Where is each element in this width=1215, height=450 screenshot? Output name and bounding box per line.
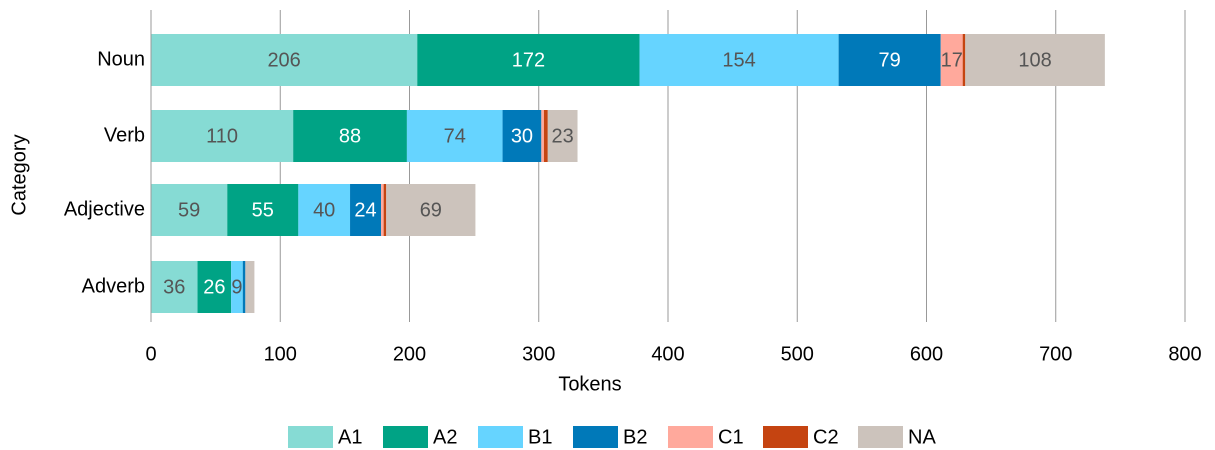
bar-segment: [381, 184, 384, 236]
legend-swatch: [668, 426, 713, 448]
bar-segment: [151, 184, 228, 236]
x-tick-label: 400: [651, 343, 684, 365]
y-tick-label: Verb: [104, 124, 145, 146]
x-tick-label: 800: [1168, 343, 1201, 365]
bar-segment: [386, 184, 476, 236]
data-label: 24: [354, 199, 376, 221]
x-tick-label: 200: [393, 343, 426, 365]
data-label: 69: [420, 199, 442, 221]
legend-label: A2: [433, 426, 457, 448]
data-label: 30: [511, 125, 533, 147]
bar-segment: [350, 184, 382, 236]
y-axis-title: Category: [8, 134, 30, 215]
data-label: 23: [552, 125, 574, 147]
bar-segment: [298, 184, 351, 236]
legend-label: C2: [813, 426, 839, 448]
bar-segment: [231, 261, 243, 313]
bar-segment: [940, 34, 963, 86]
bar-segment: [541, 110, 544, 162]
legend-label: B1: [528, 426, 552, 448]
bar-segment: [962, 34, 966, 86]
legend-swatch: [383, 426, 428, 448]
legend-swatch: [858, 426, 903, 448]
data-label: 110: [206, 125, 238, 147]
bar-segment: [502, 110, 542, 162]
legend-label: NA: [908, 426, 936, 448]
bar-segment: [293, 110, 407, 162]
legend-swatch: [288, 426, 333, 448]
data-label: 88: [339, 125, 361, 147]
y-tick-label: Adverb: [82, 275, 145, 297]
legend-swatch: [478, 426, 523, 448]
bar-segment: [383, 184, 387, 236]
x-tick-label: 100: [264, 343, 297, 365]
bar-segment: [406, 110, 503, 162]
bar-segment: [242, 261, 246, 313]
bar-segment: [547, 110, 578, 162]
data-label: 17: [941, 49, 963, 71]
bar-segment: [417, 34, 640, 86]
bar-segment: [197, 261, 232, 313]
x-tick-label: 0: [145, 343, 156, 365]
y-tick-label: Adjective: [64, 198, 145, 220]
data-label: 36: [163, 276, 185, 298]
x-tick-label: 700: [1039, 343, 1072, 365]
data-label: 40: [313, 199, 335, 221]
legend-label: C1: [718, 426, 744, 448]
legend-label: A1: [338, 426, 362, 448]
x-tick-label: 500: [781, 343, 814, 365]
bar-segment: [245, 261, 255, 313]
legend-swatch: [763, 426, 808, 448]
data-label: 26: [203, 276, 225, 298]
y-tick-label: Noun: [97, 48, 145, 70]
data-label: 55: [252, 199, 274, 221]
legend-swatch: [573, 426, 618, 448]
x-tick-label: 600: [910, 343, 943, 365]
bar-segment: [151, 261, 198, 313]
bar-segment: [151, 34, 418, 86]
data-label: 108: [1018, 49, 1051, 71]
data-label: 74: [444, 125, 466, 147]
data-label: 172: [512, 49, 545, 71]
bar-segment: [151, 110, 294, 162]
x-axis-title: Tokens: [558, 373, 621, 395]
bar-segment: [227, 184, 299, 236]
legend-label: B2: [623, 426, 647, 448]
bar-segment: [838, 34, 941, 86]
bar-segment: [965, 34, 1105, 86]
data-label: 206: [267, 49, 300, 71]
data-label: 9: [231, 276, 242, 298]
data-label: 154: [722, 49, 755, 71]
data-label: 79: [879, 49, 901, 71]
bar-segment: [639, 34, 839, 86]
data-label: 59: [178, 199, 200, 221]
bar-segment: [543, 110, 548, 162]
x-tick-label: 300: [522, 343, 555, 365]
